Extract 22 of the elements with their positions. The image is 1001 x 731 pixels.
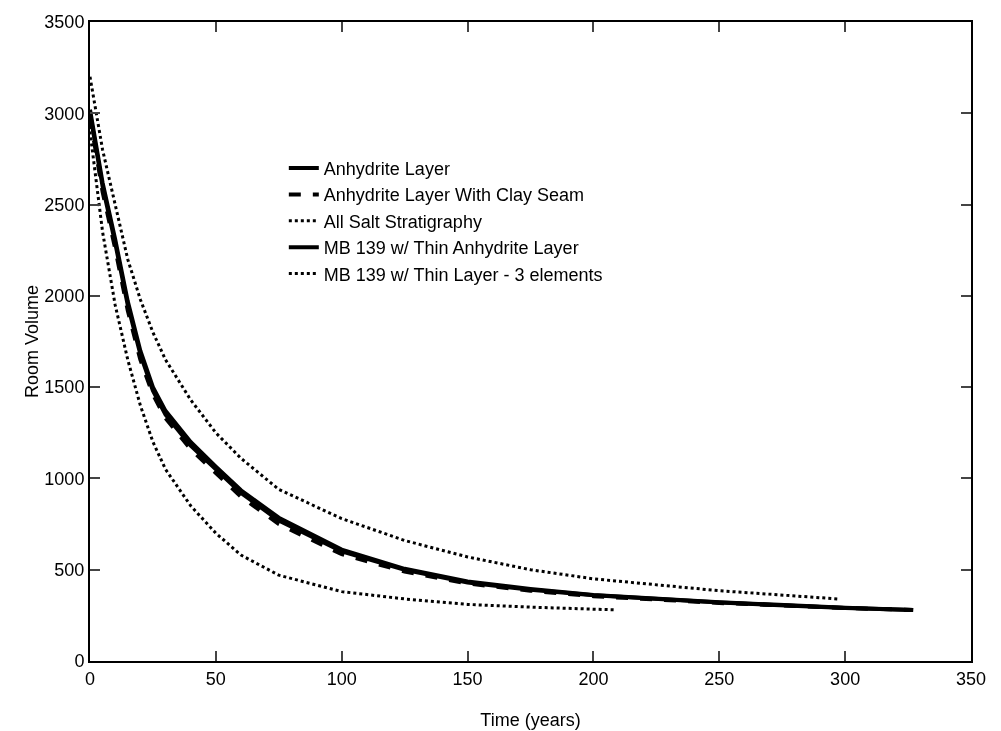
y-tick-label: 2000 [44, 286, 85, 307]
y-tick-label: 500 [54, 560, 85, 581]
y-tick-label: 0 [74, 651, 85, 672]
legend-label: Anhydrite Layer [323, 159, 450, 180]
y-tick-label: 1500 [44, 377, 85, 398]
y-tick-label: 1000 [44, 468, 85, 489]
y-tick-label: 3000 [44, 103, 85, 124]
legend-label: MB 139 w/ Thin Anhydrite Layer [323, 238, 579, 259]
x-axis-title: Time (years) [480, 710, 581, 730]
y-axis-title: Room Volume [22, 284, 43, 399]
y-tick-label: 2500 [44, 194, 85, 215]
x-tick-label: 300 [830, 668, 861, 689]
legend-label: All Salt Stratigraphy [323, 211, 482, 232]
legend-label: Anhydrite Layer With Clay Seam [323, 185, 584, 206]
x-tick-label: 50 [205, 668, 226, 689]
x-tick-label: 250 [704, 668, 735, 689]
y-tick-label: 3500 [44, 12, 85, 33]
x-tick-label: 100 [326, 668, 357, 689]
x-tick-label: 150 [452, 668, 483, 689]
x-tick-label: 350 [955, 668, 987, 689]
legend-label: MB 139 w/ Thin Layer - 3 elements [323, 264, 603, 285]
x-tick-label: 200 [578, 668, 609, 689]
